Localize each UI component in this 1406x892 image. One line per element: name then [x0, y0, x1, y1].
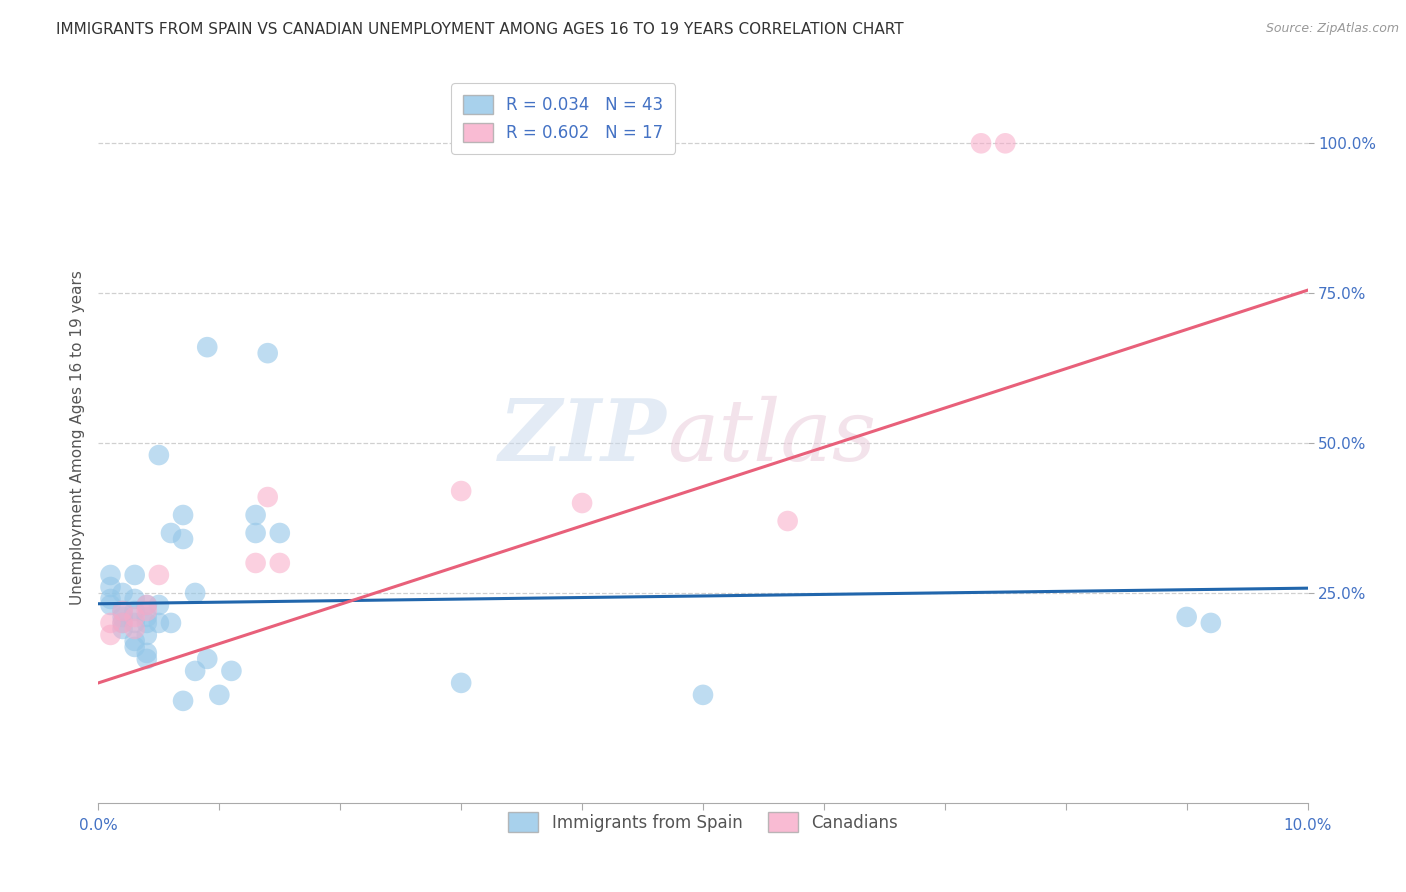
Point — [111, 615, 134, 630]
Point — [124, 640, 146, 654]
Point — [100, 591, 122, 606]
Point — [195, 340, 218, 354]
Text: ZIP: ZIP — [499, 395, 666, 479]
Point — [100, 615, 122, 630]
Point — [172, 694, 194, 708]
Point — [124, 615, 146, 630]
Point — [245, 508, 267, 522]
Point — [100, 568, 122, 582]
Point — [994, 136, 1017, 151]
Point — [124, 622, 146, 636]
Point — [111, 586, 134, 600]
Point — [124, 591, 146, 606]
Point — [172, 532, 194, 546]
Point — [450, 676, 472, 690]
Point — [1175, 610, 1198, 624]
Point — [970, 136, 993, 151]
Point — [245, 526, 267, 541]
Point — [111, 604, 134, 618]
Point — [148, 598, 170, 612]
Point — [160, 526, 183, 541]
Point — [256, 490, 278, 504]
Point — [160, 615, 183, 630]
Point — [195, 652, 218, 666]
Point — [135, 610, 157, 624]
Point — [148, 448, 170, 462]
Point — [184, 664, 207, 678]
Point — [124, 610, 146, 624]
Point — [100, 628, 122, 642]
Legend: Immigrants from Spain, Canadians: Immigrants from Spain, Canadians — [502, 805, 904, 838]
Point — [269, 556, 291, 570]
Point — [172, 508, 194, 522]
Point — [208, 688, 231, 702]
Point — [135, 598, 157, 612]
Point — [100, 580, 122, 594]
Point — [148, 615, 170, 630]
Point — [256, 346, 278, 360]
Point — [148, 568, 170, 582]
Point — [135, 652, 157, 666]
Point — [111, 604, 134, 618]
Point — [100, 598, 122, 612]
Point — [124, 634, 146, 648]
Text: Source: ZipAtlas.com: Source: ZipAtlas.com — [1265, 22, 1399, 36]
Point — [135, 615, 157, 630]
Point — [450, 483, 472, 498]
Point — [135, 628, 157, 642]
Point — [1199, 615, 1222, 630]
Point — [111, 615, 134, 630]
Point — [111, 610, 134, 624]
Point — [245, 556, 267, 570]
Text: atlas: atlas — [666, 396, 876, 478]
Text: IMMIGRANTS FROM SPAIN VS CANADIAN UNEMPLOYMENT AMONG AGES 16 TO 19 YEARS CORRELA: IMMIGRANTS FROM SPAIN VS CANADIAN UNEMPL… — [56, 22, 904, 37]
Point — [776, 514, 799, 528]
Point — [135, 604, 157, 618]
Point — [124, 604, 146, 618]
Point — [135, 598, 157, 612]
Point — [135, 646, 157, 660]
Point — [221, 664, 243, 678]
Point — [184, 586, 207, 600]
Point — [692, 688, 714, 702]
Point — [571, 496, 593, 510]
Y-axis label: Unemployment Among Ages 16 to 19 years: Unemployment Among Ages 16 to 19 years — [69, 269, 84, 605]
Point — [124, 568, 146, 582]
Point — [111, 622, 134, 636]
Point — [269, 526, 291, 541]
